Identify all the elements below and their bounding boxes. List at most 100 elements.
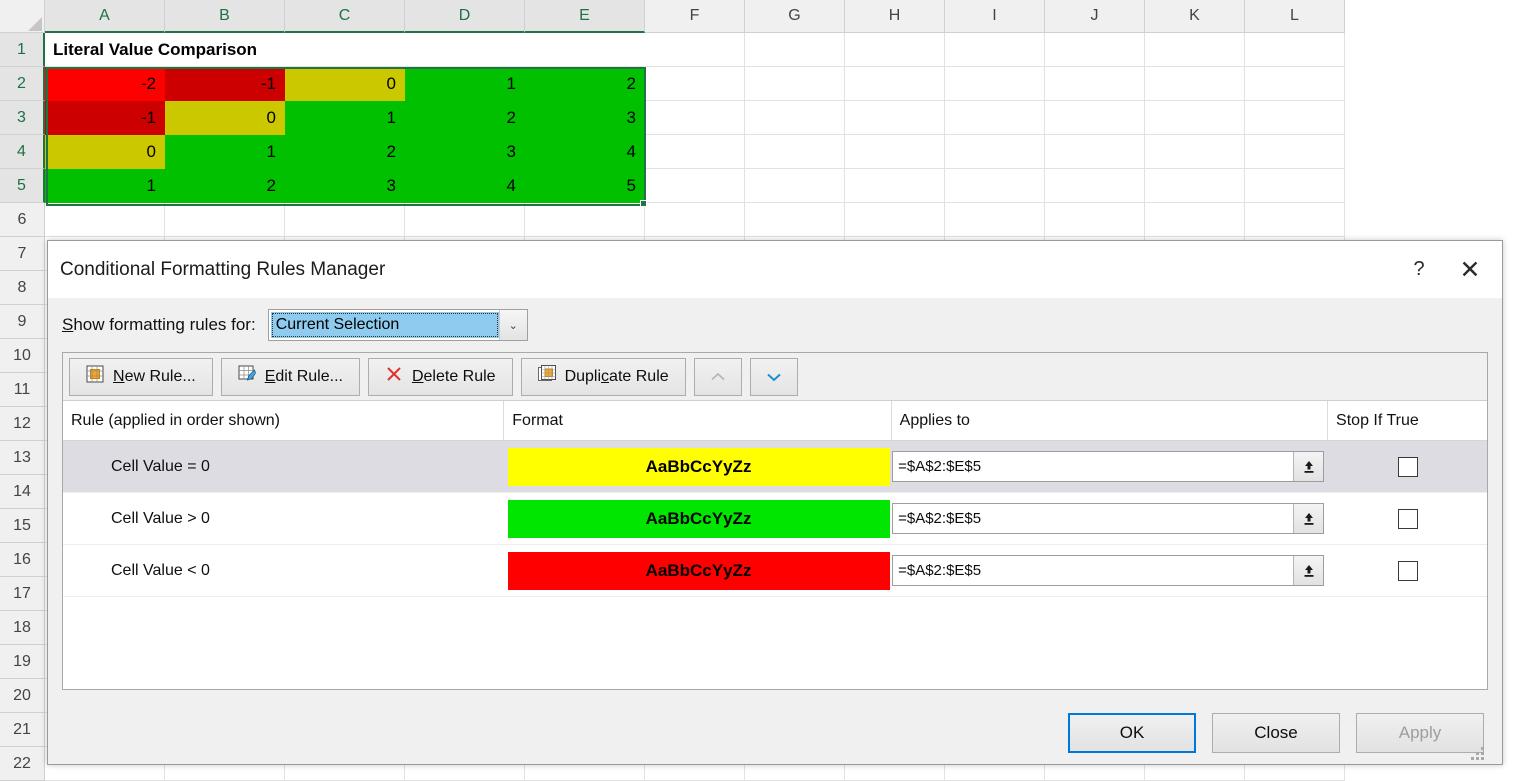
cell-empty[interactable] (1245, 135, 1345, 169)
cell-empty[interactable] (945, 101, 1045, 135)
cell-e5[interactable]: 5 (525, 169, 645, 203)
new-rule-button[interactable]: New Rule... (69, 358, 213, 396)
row-header-19[interactable]: 19 (0, 645, 45, 679)
apply-button[interactable]: Apply (1356, 713, 1484, 753)
cell-empty[interactable] (845, 203, 945, 237)
cell-empty[interactable] (645, 203, 745, 237)
cell-a3[interactable]: -1 (45, 101, 165, 135)
row-header-12[interactable]: 12 (0, 407, 45, 441)
cell-a2[interactable]: -2 (45, 67, 165, 101)
row-header-6[interactable]: 6 (0, 203, 45, 237)
range-picker-icon[interactable] (1293, 504, 1323, 533)
cell-empty[interactable] (745, 101, 845, 135)
cell-empty[interactable] (1245, 33, 1345, 67)
cell-empty[interactable] (645, 33, 745, 67)
cell-e4[interactable]: 4 (525, 135, 645, 169)
cell-d2[interactable]: 1 (405, 67, 525, 101)
row-header-14[interactable]: 14 (0, 475, 45, 509)
cell-empty[interactable] (285, 203, 405, 237)
chevron-down-icon[interactable]: ⌄ (499, 310, 527, 340)
cell-d4[interactable]: 3 (405, 135, 525, 169)
cell-empty[interactable] (745, 203, 845, 237)
move-rule-down-button[interactable] (750, 358, 798, 396)
applies-to-field[interactable]: =$A$2:$E$5 (892, 555, 1324, 586)
cell-empty[interactable] (525, 203, 645, 237)
close-button[interactable]: Close (1212, 713, 1340, 753)
duplicate-rule-button[interactable]: Duplicate Rule (521, 358, 686, 396)
cell-empty[interactable] (845, 101, 945, 135)
cell-empty[interactable] (165, 203, 285, 237)
column-header-a[interactable]: A (45, 0, 165, 33)
cell-empty[interactable] (1145, 203, 1245, 237)
applies-to-input[interactable]: =$A$2:$E$5 (893, 556, 1293, 585)
column-header-i[interactable]: I (945, 0, 1045, 33)
cell-empty[interactable] (945, 33, 1045, 67)
row-header-15[interactable]: 15 (0, 509, 45, 543)
cell-e3[interactable]: 3 (525, 101, 645, 135)
cell-empty[interactable] (945, 135, 1045, 169)
cell-empty[interactable] (845, 67, 945, 101)
column-header-c[interactable]: C (285, 0, 405, 33)
cell-b5[interactable]: 2 (165, 169, 285, 203)
column-header-h[interactable]: H (845, 0, 945, 33)
cell-empty[interactable] (1045, 169, 1145, 203)
cell-empty[interactable] (945, 169, 1045, 203)
edit-rule-button[interactable]: Edit Rule... (221, 358, 360, 396)
cell-empty[interactable] (1245, 101, 1345, 135)
row-header-3[interactable]: 3 (0, 101, 45, 135)
column-header-e[interactable]: E (525, 0, 645, 33)
cell-empty[interactable] (645, 67, 745, 101)
row-header-7[interactable]: 7 (0, 237, 45, 271)
column-header-d[interactable]: D (405, 0, 525, 33)
cell-a5[interactable]: 1 (45, 169, 165, 203)
cell-empty[interactable] (1145, 135, 1245, 169)
cell-empty[interactable] (745, 67, 845, 101)
stop-if-true-checkbox[interactable] (1398, 561, 1418, 581)
cell-empty[interactable] (1145, 101, 1245, 135)
cell-empty[interactable] (1045, 101, 1145, 135)
row-header-1[interactable]: 1 (0, 33, 45, 67)
cell-a4[interactable]: 0 (45, 135, 165, 169)
ok-button[interactable]: OK (1068, 713, 1196, 753)
cell-b3[interactable]: 0 (165, 101, 285, 135)
cell-empty[interactable] (45, 203, 165, 237)
applies-to-input[interactable]: =$A$2:$E$5 (893, 452, 1293, 481)
column-header-g[interactable]: G (745, 0, 845, 33)
cell-empty[interactable] (1245, 203, 1345, 237)
cell-empty[interactable] (1045, 33, 1145, 67)
cell-d3[interactable]: 2 (405, 101, 525, 135)
column-header-l[interactable]: L (1245, 0, 1345, 33)
cell-empty[interactable] (1245, 169, 1345, 203)
column-header-f[interactable]: F (645, 0, 745, 33)
cell-empty[interactable] (845, 169, 945, 203)
row-header-16[interactable]: 16 (0, 543, 45, 577)
cell-empty[interactable] (745, 135, 845, 169)
cell-c2[interactable]: 0 (285, 67, 405, 101)
cell-empty[interactable] (745, 33, 845, 67)
applies-to-field[interactable]: =$A$2:$E$5 (892, 451, 1324, 482)
cell-c4[interactable]: 2 (285, 135, 405, 169)
row-header-20[interactable]: 20 (0, 679, 45, 713)
resize-grip-icon[interactable] (1471, 747, 1485, 761)
select-all-corner[interactable] (0, 0, 45, 33)
row-header-4[interactable]: 4 (0, 135, 45, 169)
row-header-5[interactable]: 5 (0, 169, 45, 203)
row-header-8[interactable]: 8 (0, 271, 45, 305)
row-header-18[interactable]: 18 (0, 611, 45, 645)
cell-empty[interactable] (405, 203, 525, 237)
row-header-13[interactable]: 13 (0, 441, 45, 475)
cell-empty[interactable] (845, 33, 945, 67)
row-header-9[interactable]: 9 (0, 305, 45, 339)
cell-empty[interactable] (945, 67, 1045, 101)
row-header-21[interactable]: 21 (0, 713, 45, 747)
cell-empty[interactable] (645, 101, 745, 135)
cell-empty[interactable] (945, 203, 1045, 237)
stop-if-true-checkbox[interactable] (1398, 509, 1418, 529)
applies-to-input[interactable]: =$A$2:$E$5 (893, 504, 1293, 533)
cell-empty[interactable] (1145, 169, 1245, 203)
help-icon[interactable]: ? (1396, 247, 1442, 293)
show-rules-scope-dropdown[interactable]: Current Selection ⌄ (268, 309, 528, 341)
